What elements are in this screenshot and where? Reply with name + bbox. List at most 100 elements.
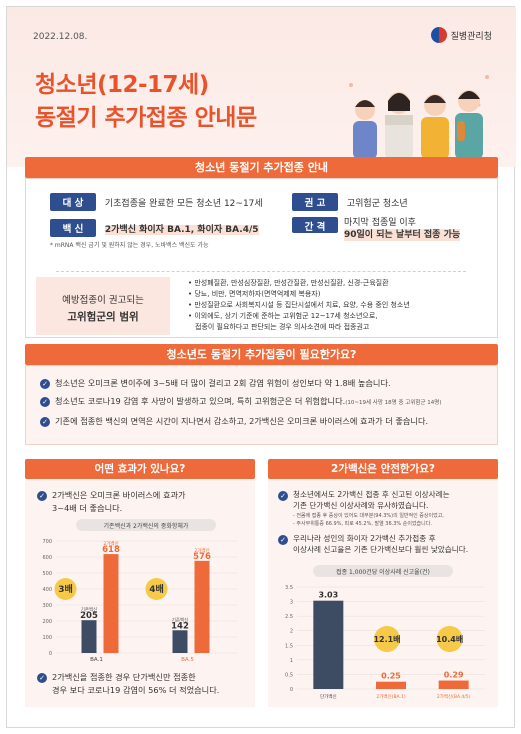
target-row: 대 상 기초접종을 완료한 모든 청소년 12~17세	[50, 193, 263, 211]
x-tick-label: 2가백신(BA.1)	[376, 693, 405, 700]
effect-head: 어떤 효과가 있나요?	[25, 459, 255, 479]
section2-banner: 청소년도 동절기 추가접종이 필요한가요?	[25, 344, 498, 365]
y-tick-label: 1	[290, 658, 293, 664]
safety-head: 2가백신은 안전한가요?	[268, 459, 498, 479]
org-logo: 질병관리청	[430, 27, 492, 43]
chart-title-pill	[76, 519, 216, 531]
series-label: 2가백신	[103, 540, 118, 547]
interval-text-1: 마지막 접종일 이후	[344, 218, 416, 228]
y-tick-label: 3	[290, 600, 293, 606]
vaccine-row: 백 신 2가백신 화이자 BA.1, 화이자 BA.4/5 * mRNA 백신 …	[50, 219, 259, 249]
check-icon: ✓	[37, 672, 47, 683]
risk-label-2: 고위험군의 범위	[67, 311, 139, 323]
series-label: 기존백신	[172, 616, 189, 623]
check-icon: ✓	[40, 396, 50, 407]
series-label: 기존백신	[81, 606, 98, 613]
bar-단가백신	[313, 600, 344, 689]
y-tick-label: 500	[42, 571, 52, 577]
y-tick-label: 200	[42, 619, 52, 625]
title-line-1: 청소년(12-17세)	[35, 72, 209, 98]
section1-box: 대 상 기초접종을 완료한 모든 청소년 12~17세 권 고 고위험군 청소년…	[25, 178, 498, 338]
target-text: 기초접종을 완료한 모든 청소년 12~17세	[104, 199, 263, 209]
vaccine-note: * mRNA 백신 금기 및 원하지 않는 경우, 노바백스 백신도 가능	[50, 242, 209, 249]
risk-label-box: 예방접종이 권고되는 고위험군의 범위	[36, 277, 170, 335]
bar-2가백신(BA.4/5)	[438, 680, 469, 689]
bar-2가백신-BA.5	[194, 560, 210, 653]
check-icon: ✓	[37, 490, 47, 501]
safety-p2: ✓ 우리나라 성인의 화이자 2가백신 추가접종 후 이상사례 신고율은 기존 단가…	[278, 533, 498, 555]
y-tick-label: 2.5	[285, 614, 293, 620]
risk-item: 접종이 필요하다고 판단되는 경우 의사소견에 따라 접종권고	[195, 323, 370, 331]
y-tick-label: 2	[290, 629, 293, 635]
x-tick-label: 단가백신	[320, 693, 337, 700]
fold-badge-label: 12.1배	[373, 634, 400, 644]
x-tick-label: BA.5	[181, 657, 194, 663]
check-icon: ✓	[40, 378, 50, 389]
effect-panel: 어떤 효과가 있나요? ✓ 2가백신은 오미크론 바이러스에 효과가 3~4배 더 …	[25, 459, 255, 707]
y-tick-label: 1.5	[285, 643, 293, 649]
recommend-row: 권 고 고위험군 청소년	[292, 193, 408, 211]
data-label: 0.25	[381, 672, 401, 681]
bar-2가백신(BA.1)	[376, 681, 406, 689]
chart-title: 기존백신과 2가백신의 중화항체가	[104, 522, 189, 530]
risk-item: • 당뇨, 비만, 면역저하자(면역억제제 복용자)	[188, 290, 321, 298]
need-item: ✓ 청소년은 오미크론 변이주에 3~5배 더 많이 걸리고 2회 감염 위험이 …	[40, 377, 483, 390]
fold-badge	[54, 578, 77, 600]
data-label: 618	[102, 545, 120, 555]
title-line-2: 동절기 추가접종 안내문	[35, 105, 257, 131]
chart-title-pill	[313, 565, 453, 577]
effect-footer: ✓ 2가백신을 접종한 경우 단가백신만 접종한 경우 보다 코로나19 감염이 5…	[37, 671, 219, 697]
fold-badge	[436, 626, 463, 652]
taegeuk-icon	[430, 27, 447, 43]
target-chip: 대 상	[50, 193, 96, 211]
data-label: 576	[193, 552, 211, 562]
x-tick-label: BA.1	[90, 657, 103, 663]
fold-badge-label: 3배	[58, 583, 73, 595]
data-label: 0.29	[444, 671, 464, 680]
check-icon: ✓	[278, 490, 288, 501]
recommend-text: 고위험군 청소년	[346, 199, 408, 209]
fold-badge-label: 10.4배	[436, 634, 463, 644]
risk-item: • 이외에도, 상기 기준에 준하는 고위험군 12~17세 청소년으로,	[188, 312, 378, 320]
poster: 2022.12.08. 질병관리청 청소년(12-17세) 동절기 추가접종 안…	[6, 6, 516, 728]
students-illustration	[349, 75, 489, 159]
y-tick-label: 100	[42, 635, 52, 641]
bar-기존백신-BA.5	[172, 630, 188, 653]
risk-item: • 만성폐질환, 만성심장질환, 만성간질환, 만성신질환, 신경-근육질환	[188, 279, 389, 287]
safety-panel: 2가백신은 안전한가요? ✓ 청소년에서도 2가백신 접종 후 신고된 이상사례는…	[268, 459, 498, 707]
y-tick-label: 0	[49, 651, 52, 657]
divider	[56, 271, 466, 272]
x-tick-label: 2가백신(BA.4/5)	[437, 693, 471, 700]
risk-label-1: 예방접종이 권고되는	[62, 295, 144, 306]
interval-text-2: 90일이 되는 날부터 접종 가능	[344, 229, 461, 241]
y-tick-label: 700	[42, 539, 52, 545]
antibody-chart: 기존백신과 2가백신의 중화항체가 0 100 200 300 400 500 600 700 기…	[42, 519, 238, 663]
fold-badge	[374, 626, 400, 652]
data-label: 3.03	[318, 591, 338, 600]
fold-badge	[145, 578, 168, 600]
section2-box: ✓ 청소년은 오미크론 변이주에 3~5배 더 많이 걸리고 2회 감염 위험이 …	[25, 365, 498, 445]
interval-chip: 간 격	[292, 217, 338, 233]
series-label: 2가백신	[194, 547, 209, 554]
need-item: ✓ 기존에 접종한 백신의 면역은 시간이 지나면서 감소하고, 2가백신은 오미…	[40, 415, 483, 428]
check-icon: ✓	[40, 416, 50, 427]
org-name: 질병관리청	[450, 31, 492, 42]
vaccine-chip: 백 신	[50, 219, 96, 237]
data-label: 205	[80, 611, 98, 621]
y-tick-label: 0	[290, 687, 293, 693]
bar-기존백신-BA.1	[81, 620, 97, 653]
effect-intro: ✓ 2가백신은 오미크론 바이러스에 효과가 3~4배 더 좋습니다.	[37, 489, 255, 515]
check-icon: ✓	[278, 534, 288, 545]
y-tick-label: 600	[42, 555, 52, 561]
page-title: 청소년(12-17세) 동절기 추가접종 안내문	[35, 69, 257, 135]
bottom-panels: 어떤 효과가 있나요? ✓ 2가백신은 오미크론 바이러스에 효과가 3~4배 더 …	[25, 459, 498, 707]
chart-title: 접종 1,000건당 이상사례 신고율(건)	[336, 568, 430, 576]
data-label: 142	[171, 621, 189, 631]
need-item: ✓ 청소년도 코로나19 감염 후 사망이 발생하고 있으며, 특히 고위험군은 …	[40, 395, 483, 410]
recommend-chip: 권 고	[292, 193, 338, 211]
vaccine-text: 2가백신 화이자 BA.1, 화이자 BA.4/5	[104, 225, 259, 235]
fold-badge-label: 4배	[149, 583, 164, 595]
risk-item: • 만성질환으로 사회복지시설 등 집단시설에서 치료, 요양, 수용 중인 청…	[188, 301, 410, 309]
safety-p1: ✓ 청소년에서도 2가백신 접종 후 신고된 이상사례는 기존 단가백신 이상사례와…	[278, 489, 498, 528]
y-tick-label: 400	[42, 587, 52, 593]
